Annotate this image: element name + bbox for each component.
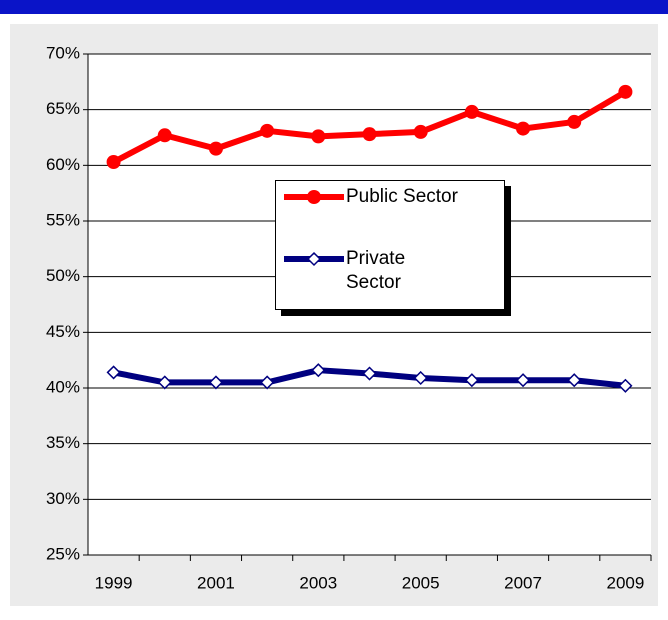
point [260, 375, 275, 390]
point [618, 378, 633, 393]
point [157, 128, 172, 143]
legend-entry: Private Sector [282, 247, 426, 295]
y-tick-label: 30% [46, 489, 80, 508]
y-tick-label: 45% [46, 322, 80, 341]
point [618, 84, 633, 99]
legend-swatch [284, 190, 344, 204]
x-tick-label: 1999 [95, 573, 133, 592]
point [306, 251, 322, 267]
y-tick-label: 25% [46, 544, 80, 563]
point [157, 375, 172, 390]
legend-swatch [284, 251, 344, 267]
point [106, 365, 121, 380]
y-tick-label: 70% [46, 43, 80, 62]
y-tick-label: 40% [46, 377, 80, 396]
y-tick-label: 35% [46, 433, 80, 452]
point [567, 373, 582, 388]
point [567, 114, 582, 129]
y-tick-label: 65% [46, 99, 80, 118]
y-tick-label: 55% [46, 210, 80, 229]
point [516, 121, 531, 136]
point [464, 373, 479, 388]
y-tick-label: 50% [46, 266, 80, 285]
legend-entry: Public Sector [282, 185, 496, 209]
legend-label: Public Sector [346, 186, 458, 207]
point [260, 123, 275, 138]
point [208, 141, 223, 156]
x-tick-label: 2007 [504, 573, 542, 592]
x-tick-label: 2005 [402, 573, 440, 592]
legend-label: Private Sector [346, 248, 406, 293]
point [362, 127, 377, 142]
x-tick-label: 2003 [299, 573, 337, 592]
point [311, 363, 326, 378]
point [106, 154, 121, 169]
legend: Public Sector Private Sector [275, 180, 505, 310]
x-tick-label: 2009 [606, 573, 644, 592]
point [362, 366, 377, 381]
point [311, 129, 326, 144]
point [307, 190, 321, 204]
point [413, 370, 428, 386]
point [464, 104, 479, 119]
x-tick-label: 2001 [197, 573, 235, 592]
point [413, 124, 428, 139]
y-tick-label: 60% [46, 155, 80, 174]
top-bar [0, 0, 668, 14]
point [208, 375, 224, 390]
point [515, 373, 531, 388]
